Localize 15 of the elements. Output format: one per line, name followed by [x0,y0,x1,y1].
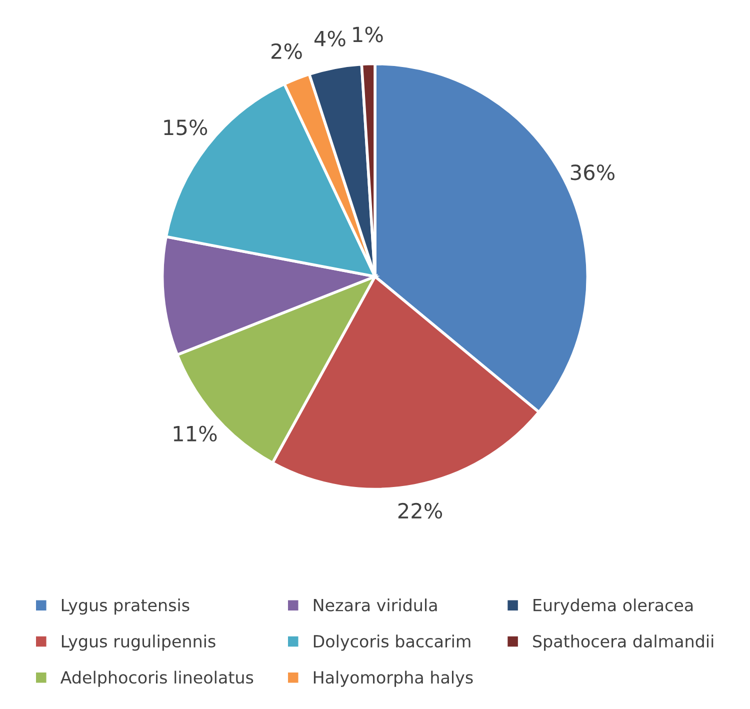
data-label: 15% [164,119,208,136]
data-label: 11% [174,426,217,442]
legend-label: Lygus pratensis [62,598,190,615]
legend-label: Eurydema oleracea [534,598,693,615]
data-label: 36% [570,164,614,180]
legend-label: Halyomorpha halys [314,670,473,687]
legend-label: Spathocera dalmandii [533,634,714,651]
data-label: 22% [398,502,442,519]
legend-label: Lygus rugulipennis [62,634,216,651]
data-label: 4% [314,30,346,46]
legend-label: Nezara viridula [314,598,437,612]
data-label: 1% [353,26,383,42]
legend-label: Dolycoris baccarim [314,634,470,651]
data-label: 2% [272,43,302,60]
legend-label: Adelphocoris lineolatus [60,670,254,687]
